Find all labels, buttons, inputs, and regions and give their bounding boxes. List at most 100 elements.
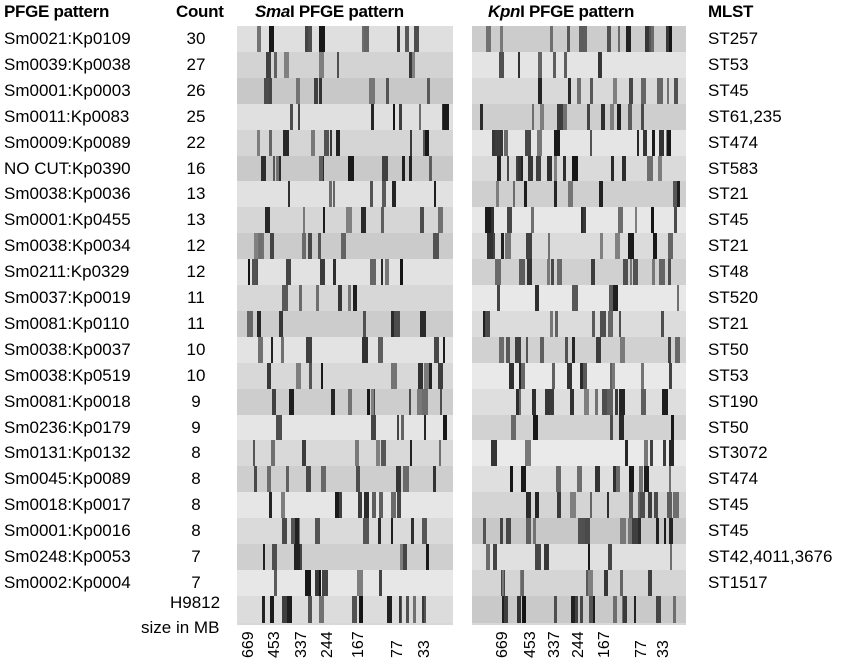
gel-band xyxy=(636,129,640,157)
gel-band xyxy=(534,285,539,312)
gel-band xyxy=(505,518,511,545)
gel-band xyxy=(336,51,339,79)
gel-band xyxy=(357,569,363,597)
gel-band xyxy=(669,440,675,468)
gel-band xyxy=(668,362,672,390)
gel-band xyxy=(673,207,678,235)
gel-band xyxy=(549,310,554,338)
gel-band xyxy=(272,155,276,183)
gel-band xyxy=(527,155,533,183)
gel-band xyxy=(507,155,510,183)
gel-band xyxy=(279,155,282,183)
gel-band xyxy=(480,103,484,131)
smai-tick-label: 669 xyxy=(240,631,257,658)
ladder-name: H9812 xyxy=(170,593,221,612)
gel-lane xyxy=(472,51,686,79)
gel-band xyxy=(611,155,614,183)
count-cell: 7 xyxy=(191,572,201,592)
gel-band xyxy=(253,440,256,468)
gel-band xyxy=(640,77,646,105)
gel-band xyxy=(567,26,570,53)
gel-band xyxy=(535,155,541,183)
gel-band xyxy=(633,595,637,623)
gel-band xyxy=(267,77,273,105)
gel-band xyxy=(556,466,562,494)
gel-band xyxy=(516,595,521,623)
gel-band xyxy=(617,26,621,53)
gel-band xyxy=(319,155,323,183)
gel-band xyxy=(403,466,409,494)
gel-band xyxy=(654,492,659,520)
gel-band xyxy=(355,466,360,494)
gel-band xyxy=(638,518,641,545)
gel-lane xyxy=(472,259,686,286)
gel-band xyxy=(582,26,587,53)
gel-band xyxy=(299,544,302,571)
gel-band xyxy=(506,336,511,364)
gel-band xyxy=(587,569,593,597)
gel-lane xyxy=(237,26,453,53)
count-cell: 10 xyxy=(186,365,206,385)
mlst-cell: ST53 xyxy=(708,365,749,385)
gel-band xyxy=(443,103,449,131)
gel-band xyxy=(551,362,556,390)
gel-band xyxy=(669,518,674,545)
gel-band xyxy=(265,207,270,235)
gel-band xyxy=(548,233,551,261)
pfge-pattern-cell: Sm0037:Kp0019 xyxy=(4,288,131,307)
smai-tick-label: 33 xyxy=(416,640,433,658)
gel-band xyxy=(295,362,301,390)
gel-band xyxy=(257,129,261,157)
gel-band xyxy=(486,544,491,571)
gel-band xyxy=(358,595,364,623)
gel-lane xyxy=(237,77,453,105)
gel-band xyxy=(257,26,262,53)
gel-band xyxy=(534,544,541,571)
gel-band xyxy=(647,569,652,597)
gel-band xyxy=(254,466,257,494)
mlst-cell: ST21 xyxy=(708,313,749,333)
gel-band xyxy=(266,362,272,390)
gel-band xyxy=(647,26,652,53)
gel-band xyxy=(633,259,638,286)
gel-band xyxy=(524,181,527,209)
gel-band xyxy=(676,285,679,312)
gel-band xyxy=(578,518,582,545)
gel-band xyxy=(519,155,524,183)
kpni-header-suffix: I PFGE pattern xyxy=(520,2,635,21)
gel-band xyxy=(667,492,672,520)
gel-lane xyxy=(237,51,453,79)
gel-band xyxy=(587,103,591,131)
gel-band xyxy=(662,388,669,416)
gel-lane xyxy=(237,155,453,183)
gel-band xyxy=(363,26,369,53)
gel-band xyxy=(381,181,386,209)
gel-band xyxy=(310,129,316,157)
gel-band xyxy=(618,207,623,235)
ladder-size-label: size in MB xyxy=(141,618,220,637)
gel-band xyxy=(606,492,609,520)
gel-band xyxy=(531,103,535,131)
mlst-cell: ST583 xyxy=(708,158,759,178)
gel-band xyxy=(669,544,673,571)
gel-band xyxy=(376,440,380,468)
pfge-pattern-cell: Sm0009:Kp0089 xyxy=(4,132,131,152)
gel-band xyxy=(524,440,531,468)
gel-band xyxy=(674,336,680,364)
gel-band xyxy=(399,259,403,286)
gel-band xyxy=(297,103,301,131)
gel-lane xyxy=(472,336,686,364)
gel-band xyxy=(314,77,318,105)
pfge-pattern-cell: Sm0038:Kp0034 xyxy=(4,236,131,256)
gel-lane xyxy=(472,440,686,468)
gel-lane xyxy=(472,388,686,416)
pfge-pattern-cell: Sm0018:Kp0017 xyxy=(4,495,131,515)
gel-band xyxy=(320,362,324,390)
gel-band xyxy=(299,285,303,312)
gel-band xyxy=(673,492,679,520)
count-cell: 13 xyxy=(186,210,206,230)
gel-band xyxy=(391,181,396,209)
gel-band xyxy=(302,440,306,468)
pfge-pattern-cell: Sm0211:Kp0329 xyxy=(4,262,130,282)
gel-band xyxy=(613,466,616,494)
